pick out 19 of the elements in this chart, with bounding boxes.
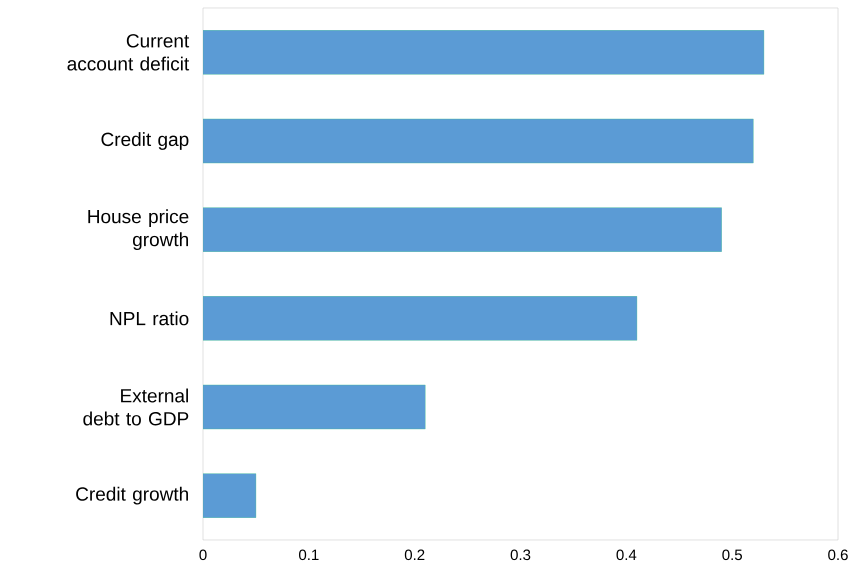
x-tick-label: 0.5 [722, 550, 742, 560]
bar [203, 473, 256, 518]
x-tick-label: 0 [199, 550, 207, 560]
y-tick-label: Current account deficit [68, 34, 190, 71]
bar [203, 296, 638, 341]
y-tick-label: External debt to GDP [83, 388, 188, 426]
bar [203, 30, 764, 75]
y-tick-label: NPL ratio [110, 311, 188, 326]
x-tick-label: 0.4 [616, 550, 636, 560]
x-tick-label: 0.6 [828, 550, 848, 560]
x-tick-label: 0.3 [510, 550, 530, 560]
bar [203, 207, 722, 252]
x-tick-label: 0.2 [404, 550, 424, 560]
x-tick-label: 0.1 [299, 550, 319, 560]
y-tick-label: Credit growth [76, 486, 188, 505]
y-tick-label: House price growth [88, 209, 188, 250]
y-tick-label: Credit gap [101, 132, 188, 150]
bar [203, 118, 754, 164]
bar [203, 384, 426, 430]
